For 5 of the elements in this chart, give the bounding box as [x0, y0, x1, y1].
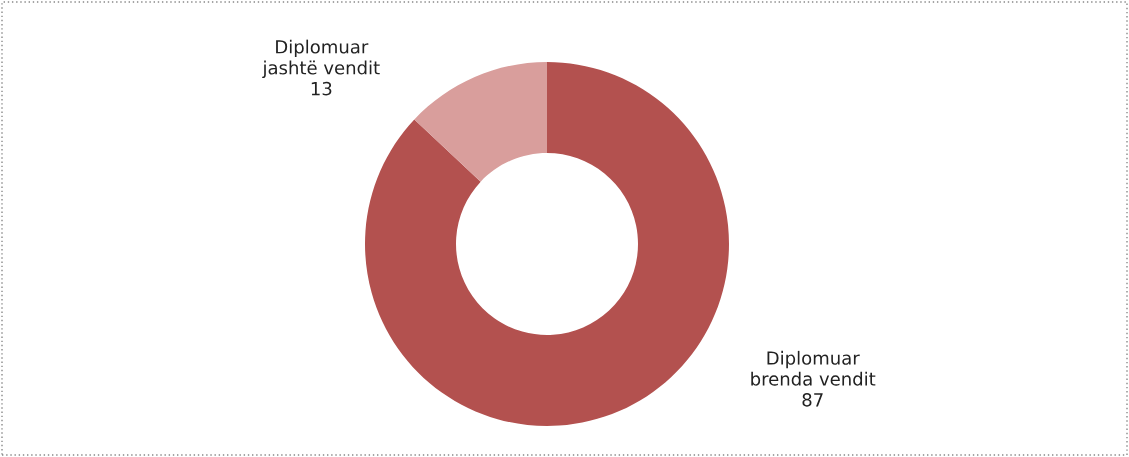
data-label: 13	[311, 81, 332, 96]
slice-label: Diplomuar brenda vendit	[751, 350, 876, 386]
slice-label: Diplomuar jashtë vendit	[262, 39, 380, 79]
data-label: 87	[802, 392, 823, 407]
donut-slice	[414, 62, 547, 182]
